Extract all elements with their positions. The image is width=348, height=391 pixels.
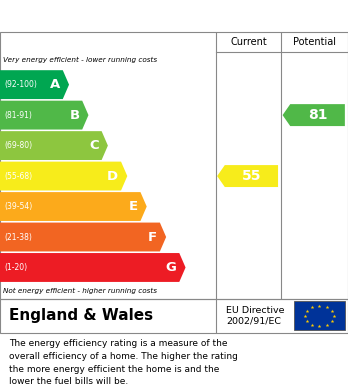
Text: A: A xyxy=(50,78,60,91)
Text: Very energy efficient - lower running costs: Very energy efficient - lower running co… xyxy=(3,57,158,63)
Text: C: C xyxy=(89,139,99,152)
Text: EU Directive
2002/91/EC: EU Directive 2002/91/EC xyxy=(226,306,285,326)
Text: England & Wales: England & Wales xyxy=(9,308,153,323)
Text: (81-91): (81-91) xyxy=(4,111,32,120)
Text: F: F xyxy=(148,231,157,244)
Text: Potential: Potential xyxy=(293,37,336,47)
Text: The energy efficiency rating is a measure of the
overall efficiency of a home. T: The energy efficiency rating is a measur… xyxy=(9,339,238,386)
Polygon shape xyxy=(0,222,166,251)
Text: B: B xyxy=(69,109,79,122)
Polygon shape xyxy=(0,192,147,221)
Text: D: D xyxy=(107,170,118,183)
Polygon shape xyxy=(0,253,185,282)
Text: Current: Current xyxy=(230,37,267,47)
Text: (21-38): (21-38) xyxy=(4,233,32,242)
Polygon shape xyxy=(0,70,69,99)
Polygon shape xyxy=(283,104,345,126)
Bar xyxy=(294,301,345,330)
Text: (55-68): (55-68) xyxy=(4,172,32,181)
Text: (92-100): (92-100) xyxy=(4,80,37,89)
Text: E: E xyxy=(128,200,138,213)
Text: (39-54): (39-54) xyxy=(4,202,32,211)
Polygon shape xyxy=(217,165,278,187)
Polygon shape xyxy=(0,100,88,129)
Text: (69-80): (69-80) xyxy=(4,141,32,150)
Text: Energy Efficiency Rating: Energy Efficiency Rating xyxy=(9,9,211,23)
Text: 55: 55 xyxy=(242,169,261,183)
Text: 81: 81 xyxy=(308,108,327,122)
Polygon shape xyxy=(0,161,127,190)
Text: (1-20): (1-20) xyxy=(4,263,27,272)
Text: Not energy efficient - higher running costs: Not energy efficient - higher running co… xyxy=(3,288,158,294)
Text: G: G xyxy=(166,261,176,274)
Polygon shape xyxy=(0,131,108,160)
